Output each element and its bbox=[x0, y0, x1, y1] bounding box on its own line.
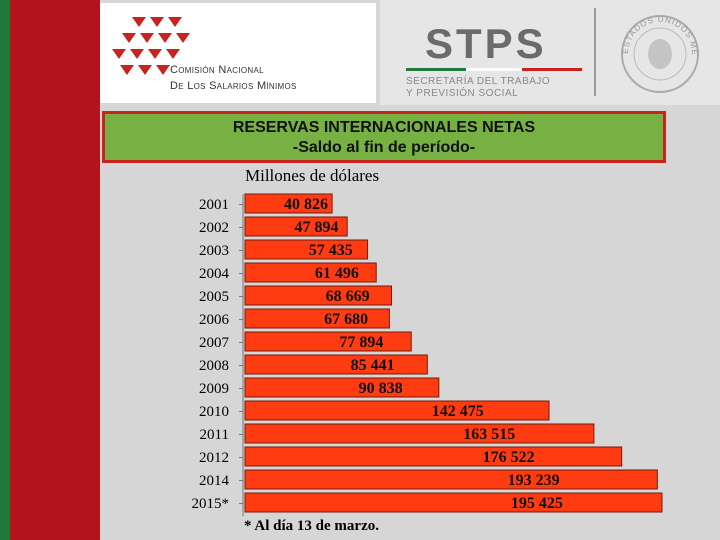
category-label: 2012 bbox=[199, 450, 229, 466]
bar-2015* bbox=[244, 492, 663, 513]
stps-color-line bbox=[406, 68, 582, 71]
category-label: 2011 bbox=[200, 427, 229, 443]
bar-2005 bbox=[244, 285, 393, 306]
category-label: 2005 bbox=[199, 289, 229, 305]
bar-2001 bbox=[244, 193, 333, 214]
bar-2009 bbox=[244, 377, 440, 398]
stps-title: STPS bbox=[425, 20, 547, 67]
bar-2014 bbox=[244, 469, 658, 490]
bar-2004 bbox=[244, 262, 377, 283]
org-name-line2: De Los Salarios Mínimos bbox=[170, 80, 297, 92]
category-label: 2009 bbox=[199, 381, 229, 397]
chart-title: RESERVAS INTERNACIONALES NETAS bbox=[232, 119, 536, 136]
value-label: 176 522 bbox=[483, 449, 535, 466]
value-label: 195 425 bbox=[511, 495, 563, 512]
org-name-line1: Comisión Nacional bbox=[170, 64, 264, 76]
category-label: 2007 bbox=[199, 335, 230, 351]
category-label: 2010 bbox=[199, 404, 229, 420]
value-label: 142 475 bbox=[432, 403, 484, 420]
header-divider bbox=[594, 8, 596, 96]
category-label: 2006 bbox=[199, 312, 230, 328]
category-label: 2008 bbox=[199, 358, 229, 374]
value-label: 40 826 bbox=[284, 196, 328, 213]
conasami-logo-icon bbox=[112, 17, 190, 75]
value-label: 77 894 bbox=[339, 334, 383, 351]
bar-2003 bbox=[244, 239, 369, 260]
category-label: 2001 bbox=[199, 197, 229, 213]
left-red-band bbox=[10, 0, 100, 540]
unit-label: Millones de dólares bbox=[245, 166, 380, 185]
value-label: 193 239 bbox=[508, 472, 560, 489]
footnote: * Al día 13 de marzo. bbox=[244, 518, 379, 534]
value-label: 68 669 bbox=[326, 288, 370, 305]
bar-2002 bbox=[244, 216, 348, 237]
bar-2008 bbox=[244, 354, 428, 375]
organization-name: Comisión Nacional De Los Salarios Mínimo… bbox=[170, 62, 297, 94]
value-label: 85 441 bbox=[351, 357, 395, 374]
bar-2010 bbox=[244, 400, 550, 421]
bar-2012 bbox=[244, 446, 623, 467]
conasami-logo-box bbox=[100, 3, 376, 103]
bar-2011 bbox=[244, 423, 595, 444]
chart-subtitle: -Saldo al fin de período- bbox=[292, 139, 476, 156]
value-label: 47 894 bbox=[295, 219, 339, 236]
left-green-stripe bbox=[0, 0, 10, 540]
value-label: 61 496 bbox=[315, 265, 359, 282]
value-label: 90 838 bbox=[359, 380, 403, 397]
category-label: 2004 bbox=[199, 266, 230, 282]
stps-sub-line1: SECRETARÍA DEL TRABAJO bbox=[406, 76, 551, 87]
value-label: 67 680 bbox=[324, 311, 368, 328]
chart-title-box: RESERVAS INTERNACIONALES NETAS -Saldo al… bbox=[102, 111, 666, 163]
value-label: 57 435 bbox=[309, 242, 353, 259]
stps-subtitle: SECRETARÍA DEL TRABAJO Y PREVISIÓN SOCIA… bbox=[406, 76, 550, 100]
category-label: 2002 bbox=[199, 220, 229, 236]
category-label: 2014 bbox=[199, 473, 230, 489]
category-label: 2003 bbox=[199, 243, 229, 259]
category-label: 2015* bbox=[192, 496, 230, 512]
bar-2007 bbox=[244, 331, 412, 352]
bar-2006 bbox=[244, 308, 390, 329]
value-label: 163 515 bbox=[463, 426, 515, 443]
stps-sub-line2: Y PREVISIÓN SOCIAL bbox=[406, 88, 519, 99]
national-seal-icon: ESTADOS UNIDOS MEXICANOS bbox=[608, 4, 699, 93]
